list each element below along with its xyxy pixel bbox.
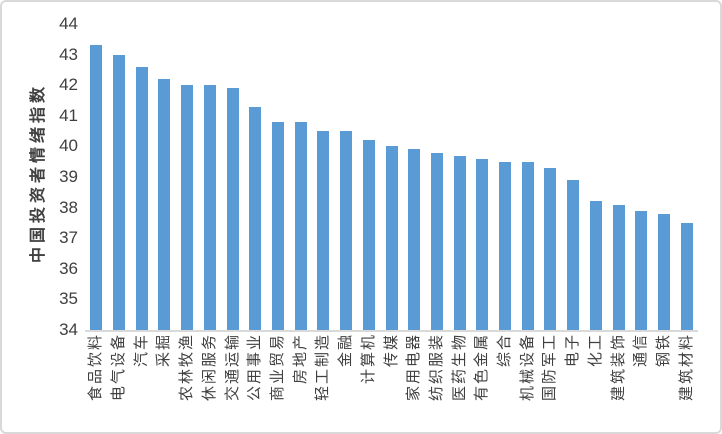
bar: [203, 85, 216, 330]
y-tick-label: 42: [59, 75, 78, 95]
bar: [317, 131, 330, 330]
bar: [340, 131, 353, 330]
bar: [680, 222, 693, 330]
x-category-label: 汽车: [132, 333, 150, 368]
x-category-label: 建筑材料: [677, 333, 695, 402]
bar: [226, 88, 239, 330]
x-category-label: 商业贸易: [268, 333, 286, 402]
bar: [521, 161, 534, 330]
bar: [90, 45, 103, 330]
bar: [158, 79, 171, 330]
x-category-label: 金融: [337, 333, 355, 368]
y-tick-label: 43: [59, 44, 78, 64]
x-category-label: 有色金属: [473, 333, 491, 402]
x-category-label: 轻工制造: [314, 333, 332, 402]
y-tick-label: 34: [59, 320, 78, 339]
x-category-label: 国防军工: [541, 333, 559, 402]
bar: [408, 149, 421, 330]
bar: [430, 152, 443, 330]
bar: [499, 161, 512, 330]
y-tick-label: 41: [59, 105, 78, 125]
x-category-label: 通信: [632, 333, 650, 368]
x-category-label: 综合: [496, 333, 514, 368]
x-category-label: 计算机: [359, 333, 377, 385]
bar: [362, 140, 375, 330]
bar: [271, 121, 284, 330]
x-category-label: 交通运输: [223, 333, 241, 402]
y-tick-label: 35: [59, 289, 78, 309]
bar: [135, 66, 148, 330]
bar: [589, 201, 602, 330]
y-axis: 44 43 42 41 40 39 38 37 36 35 34: [2, 2, 78, 432]
bar: [113, 54, 126, 330]
x-category-label: 传媒: [382, 333, 400, 368]
bar: [385, 146, 398, 330]
bar: [567, 180, 580, 330]
x-category-label: 房地产: [291, 333, 309, 385]
bar: [544, 167, 557, 330]
x-category-label: 农林牧渔: [178, 333, 196, 402]
x-category-label: 采掘: [155, 333, 173, 368]
x-category-label: 食品饮料: [87, 333, 105, 402]
y-tick-label: 40: [59, 136, 78, 156]
x-category-label: 家用电器: [405, 333, 423, 402]
x-category-label: 医药生物: [450, 333, 468, 402]
x-category-label: 电气设备: [110, 333, 128, 402]
bar: [635, 210, 648, 330]
y-tick-label: 36: [59, 258, 78, 278]
x-axis: 食品饮料 电气设备 汽车 采掘 农林牧渔 休闲服务 交通运输 公用事业 商业贸易 房地产 轻工制造金…: [85, 333, 698, 431]
x-axis-line: [85, 330, 698, 332]
y-tick-label: 44: [59, 14, 78, 33]
x-category-label: 纺织服装: [427, 333, 445, 402]
bar: [294, 121, 307, 330]
bar: [612, 204, 625, 330]
bar: [181, 85, 194, 330]
x-category-label: 建筑装饰: [609, 333, 627, 402]
x-category-label: 休闲服务: [200, 333, 218, 402]
x-category-label: 化工: [586, 333, 604, 368]
bar: [476, 158, 489, 330]
bar: [657, 213, 670, 330]
bar: [249, 106, 262, 330]
bar: [453, 155, 466, 330]
x-category-label: 机械设备: [518, 333, 536, 402]
x-category-label: 公用事业: [246, 333, 264, 402]
x-category-label: 电子: [564, 333, 582, 368]
y-tick-label: 38: [59, 197, 78, 217]
y-tick-label: 39: [59, 167, 78, 186]
y-tick-label: 37: [59, 228, 78, 248]
plot-area: [85, 24, 698, 332]
x-category-label: 钢铁: [654, 333, 672, 368]
